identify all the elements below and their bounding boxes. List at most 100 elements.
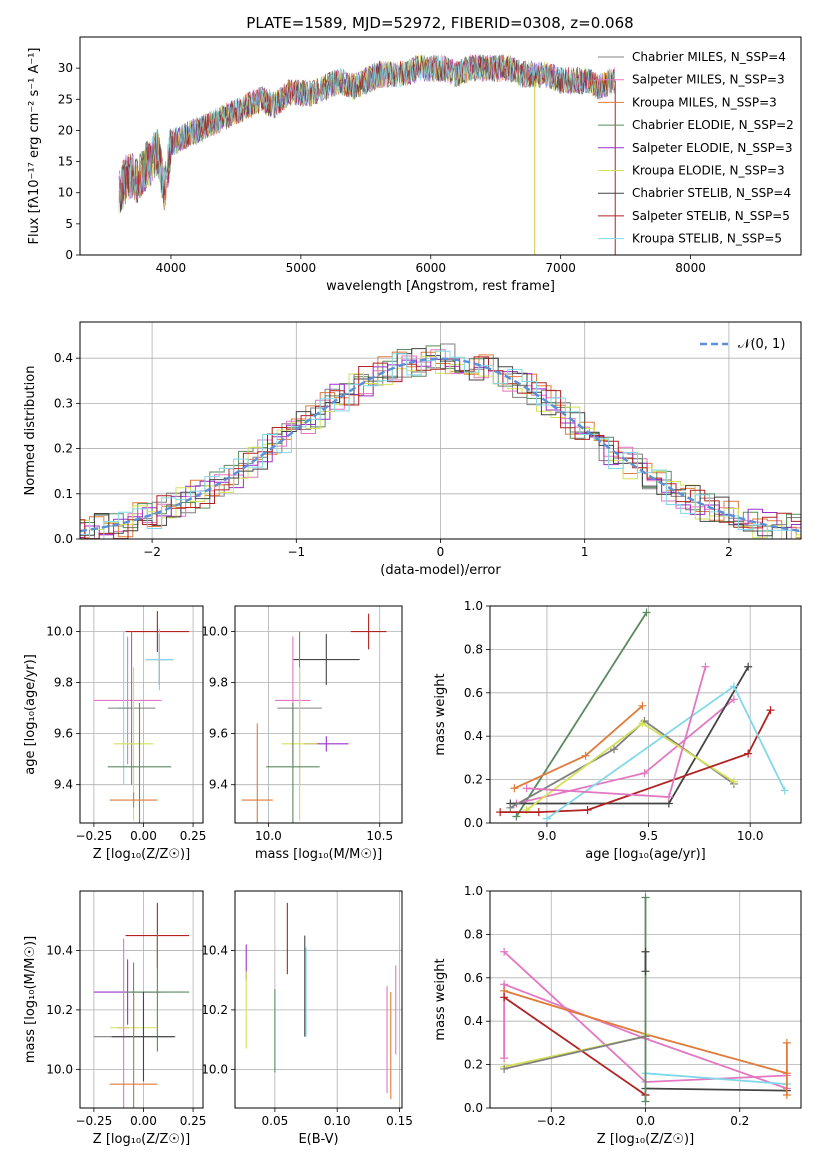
weight-marker <box>496 808 505 817</box>
weight-marker <box>744 749 753 758</box>
axes-frame <box>489 890 802 1109</box>
x-tick-label: 0.00 <box>130 829 157 843</box>
weight-marker <box>583 805 592 814</box>
x-tick-label: −0.25 <box>75 829 112 843</box>
spectrum-line <box>118 54 615 211</box>
y-tick-label: 0.8 <box>464 642 483 656</box>
x-tick-label: 0.05 <box>262 1114 289 1128</box>
weight-line <box>516 698 735 805</box>
y-tick-label: 0.1 <box>54 487 73 501</box>
x-tick-label: 0.10 <box>324 1114 351 1128</box>
residual-histogram <box>80 351 801 539</box>
y-tick-label: 9.8 <box>209 676 228 690</box>
x-tick-label: 0 <box>437 545 445 559</box>
y-tick-label: 10.4 <box>46 943 73 957</box>
x-tick-label: 6000 <box>415 261 446 275</box>
spectrum-line <box>118 54 615 213</box>
residual-histogram <box>80 349 801 539</box>
residual-histogram <box>80 345 801 539</box>
weight-line <box>503 1035 646 1070</box>
y-tick-label: 10.2 <box>201 1003 228 1017</box>
y-tick-label: 9.4 <box>209 778 228 792</box>
legend-label: Kroupa ELODIE, N_SSP=3 <box>632 164 785 178</box>
weight-marker <box>729 695 738 704</box>
weight-marker <box>500 993 509 1002</box>
x-tick-label: 5000 <box>286 261 317 275</box>
x-tick-label: 8000 <box>675 261 706 275</box>
weight-marker <box>641 1097 650 1106</box>
plot-area <box>241 613 387 823</box>
x-tick-label: −0.25 <box>75 1114 112 1128</box>
weight-marker <box>534 808 543 817</box>
weight-line <box>503 982 788 1090</box>
spectrum-line <box>118 54 615 205</box>
x-tick-label: 4000 <box>156 261 187 275</box>
gaussian-curve <box>80 357 801 533</box>
y-tick-label: 0.0 <box>54 532 73 546</box>
y-axis-label: age [log₁₀(age/yr)] <box>23 654 38 775</box>
x-axis-label: Z [log₁₀(Z/Z☉)] <box>597 1132 694 1147</box>
y-tick-label: 9.6 <box>209 727 228 741</box>
x-tick-label: 10.0 <box>255 829 282 843</box>
y-tick-label: 10 <box>58 186 73 200</box>
weight-marker <box>701 662 710 671</box>
x-tick-label: −1 <box>287 545 305 559</box>
weight-marker <box>780 786 789 795</box>
weight-marker <box>512 812 521 821</box>
y-tick-label: 10.0 <box>46 625 73 639</box>
residual-histogram <box>80 350 801 539</box>
weight-marker <box>641 893 650 902</box>
weight-marker <box>641 967 650 976</box>
x-tick-label: 10.0 <box>737 829 764 843</box>
y-tick-label: 9.8 <box>54 676 73 690</box>
weight-marker <box>506 803 515 812</box>
weight-marker <box>641 947 650 956</box>
spectrum-panel: 4000 5000 6000 7000 8000 0 5 10 15 20 25 30 waveleng… <box>27 36 802 294</box>
axes-frame <box>79 321 802 540</box>
x-tick-label: 0.15 <box>386 1114 413 1128</box>
x-axis-label: age [log₁₀(age/yr)] <box>585 847 706 862</box>
y-tick-label: 0.0 <box>464 816 483 830</box>
weight-marker <box>664 792 673 801</box>
y-tick-label: 1.0 <box>464 884 483 898</box>
plot-area <box>80 343 801 539</box>
weight-marker <box>744 662 753 671</box>
weight-marker <box>642 608 651 617</box>
residuals-panel: −2 −1 0 1 2 0.0 0.1 0.2 0.3 0.4 (data-model)/error… <box>23 321 802 578</box>
y-tick-label: 0.0 <box>464 1101 483 1115</box>
y-tick-label: 0.6 <box>464 971 483 985</box>
y-axis-label: Normed distribution <box>23 366 38 496</box>
weight_vs_Z-panel: −0.2 0.0 0.2 0.0 0.2 0.4 0.6 0.8 1.0 Z [log₁₀(Z/Z… <box>433 884 802 1147</box>
plot-area <box>93 611 190 823</box>
plot-area <box>245 902 397 1100</box>
y-tick-label: 5 <box>65 217 73 231</box>
weight-line <box>515 612 648 817</box>
legend-label: Salpeter ELODIE, N_SSP=3 <box>632 141 793 155</box>
y-axis-label: mass [log₁₀(M/M☉)] <box>23 936 38 1063</box>
y-tick-label: 0.2 <box>464 1058 483 1072</box>
weight-line <box>645 1087 787 1092</box>
weight-marker <box>500 1054 509 1063</box>
residual-histogram <box>80 356 801 539</box>
x-tick-label: 0.00 <box>130 1114 157 1128</box>
plot-area <box>496 608 789 823</box>
legend-label: 𝒩(0, 1) <box>738 337 785 352</box>
weight-marker <box>640 769 649 778</box>
chart-layer: 4000 5000 6000 7000 8000051015202530waveleng… <box>23 36 802 1147</box>
plot-area <box>500 893 791 1106</box>
legend-label: Chabrier ELODIE, N_SSP=2 <box>632 118 794 132</box>
axes-frame <box>79 890 204 1109</box>
axes-frame <box>234 605 403 824</box>
legend-label: Chabrier STELIB, N_SSP=4 <box>632 186 791 200</box>
y-axis-label: mass weight <box>433 958 448 1040</box>
x-axis-label: (data-model)/error <box>380 563 501 578</box>
residual-histogram <box>80 348 801 539</box>
weight-marker <box>782 1038 791 1047</box>
weight-marker <box>581 751 590 760</box>
y-tick-label: 15 <box>58 155 73 169</box>
plot-area <box>118 54 616 255</box>
axes-frame <box>79 36 802 256</box>
legend-label: Kroupa STELIB, N_SSP=5 <box>632 232 782 246</box>
x-axis-label: E(B-V) <box>298 1132 338 1147</box>
legend-label: Chabrier MILES, N_SSP=4 <box>632 50 786 64</box>
